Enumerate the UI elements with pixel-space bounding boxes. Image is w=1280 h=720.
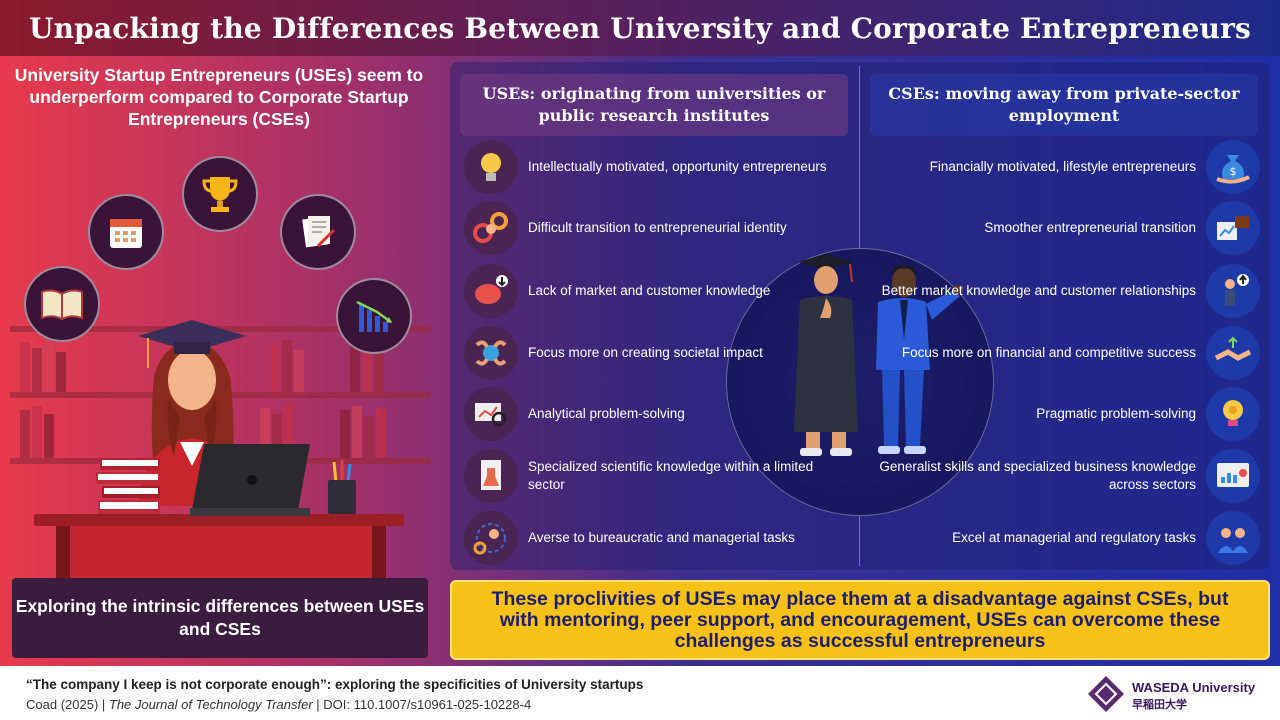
cses-item-7: Excel at managerial and regulatory tasks <box>870 511 1260 565</box>
footer: “The company I keep is not corporate eno… <box>0 666 1280 720</box>
uses-item-1: Intellectually motivated, opportunity en… <box>464 140 844 194</box>
conclusion-banner: These proclivities of USEs may place the… <box>450 580 1270 660</box>
gears-person-icon <box>464 201 518 255</box>
magnifier-chart-icon <box>464 387 518 441</box>
document-icon <box>280 194 356 270</box>
left-summary-box: Exploring the intrinsic differences betw… <box>12 578 428 658</box>
page-title: Unpacking the Differences Between Univer… <box>28 11 1252 45</box>
uses-item-5: Analytical problem-solving <box>464 387 844 441</box>
tablet-chart-icon <box>1206 449 1260 503</box>
handshake-growth-icon <box>1206 326 1260 380</box>
uses-item-3: Lack of market and customer knowledge <box>464 264 844 318</box>
paper-title: “The company I keep is not corporate eno… <box>26 677 644 692</box>
svg-text:$: $ <box>1230 165 1237 178</box>
doi-text[interactable]: | DOI: 110.1007/s10961-025-10228-4 <box>312 697 532 712</box>
cses-item-3: Better market knowledge and customer rel… <box>870 264 1260 318</box>
journal-name: The Journal of Technology Transfer <box>108 697 313 712</box>
cses-item-4: Focus more on financial and competitive … <box>870 326 1260 380</box>
intro-text: University Startup Entrepreneurs (USEs) … <box>14 65 424 129</box>
lightbulb-icon <box>464 140 518 194</box>
waseda-logo: WASEDA University 早稲田大学 <box>1086 674 1266 714</box>
citation-line: Coad (2025) | The Journal of Technology … <box>26 697 532 712</box>
bulb-gear-icon <box>1206 387 1260 441</box>
briefcase-chart-icon <box>1206 201 1260 255</box>
pencil-cup-icon <box>328 460 356 514</box>
book-stack-icon <box>96 458 160 514</box>
team-icon <box>1206 511 1260 565</box>
cses-item-2: Smoother entrepreneurial transition <box>870 201 1260 255</box>
desk-top <box>34 514 404 526</box>
cses-item-6: Generalist skills and specialized busine… <box>870 449 1260 503</box>
money-bag-icon: $ <box>1206 140 1260 194</box>
businessman-figure <box>876 265 963 454</box>
uses-item-2: Difficult transition to entrepreneurial … <box>464 201 844 255</box>
brain-down-icon <box>464 264 518 318</box>
cycle-manager-icon <box>464 511 518 565</box>
hands-globe-icon <box>464 326 518 380</box>
uses-item-4: Focus more on creating societal impact <box>464 326 844 380</box>
calendar-icon <box>88 194 164 270</box>
cses-item-5: Pragmatic problem-solving <box>870 387 1260 441</box>
businessman-up-icon <box>1206 264 1260 318</box>
cses-heading: CSEs: moving away from private-sector em… <box>870 74 1258 136</box>
graduate-man-figure <box>794 254 858 456</box>
laptop-icon <box>190 444 310 516</box>
header-banner: Unpacking the Differences Between Univer… <box>0 0 1280 56</box>
uses-item-7: Averse to bureaucratic and managerial ta… <box>464 511 844 565</box>
uses-heading: USEs: originating from universities or p… <box>460 74 848 136</box>
waseda-emblem-icon <box>1088 676 1124 712</box>
desk-front <box>56 526 386 586</box>
trophy-icon <box>182 156 258 232</box>
declining-chart-icon <box>336 278 412 354</box>
book-icon <box>24 266 100 342</box>
infographic-body: University Startup Entrepreneurs (USEs) … <box>0 56 1280 666</box>
lab-icon <box>464 449 518 503</box>
uses-item-6: Specialized scientific knowledge within … <box>464 449 844 503</box>
cses-item-1: Financially motivated, lifestyle entrepr… <box>870 140 1260 194</box>
